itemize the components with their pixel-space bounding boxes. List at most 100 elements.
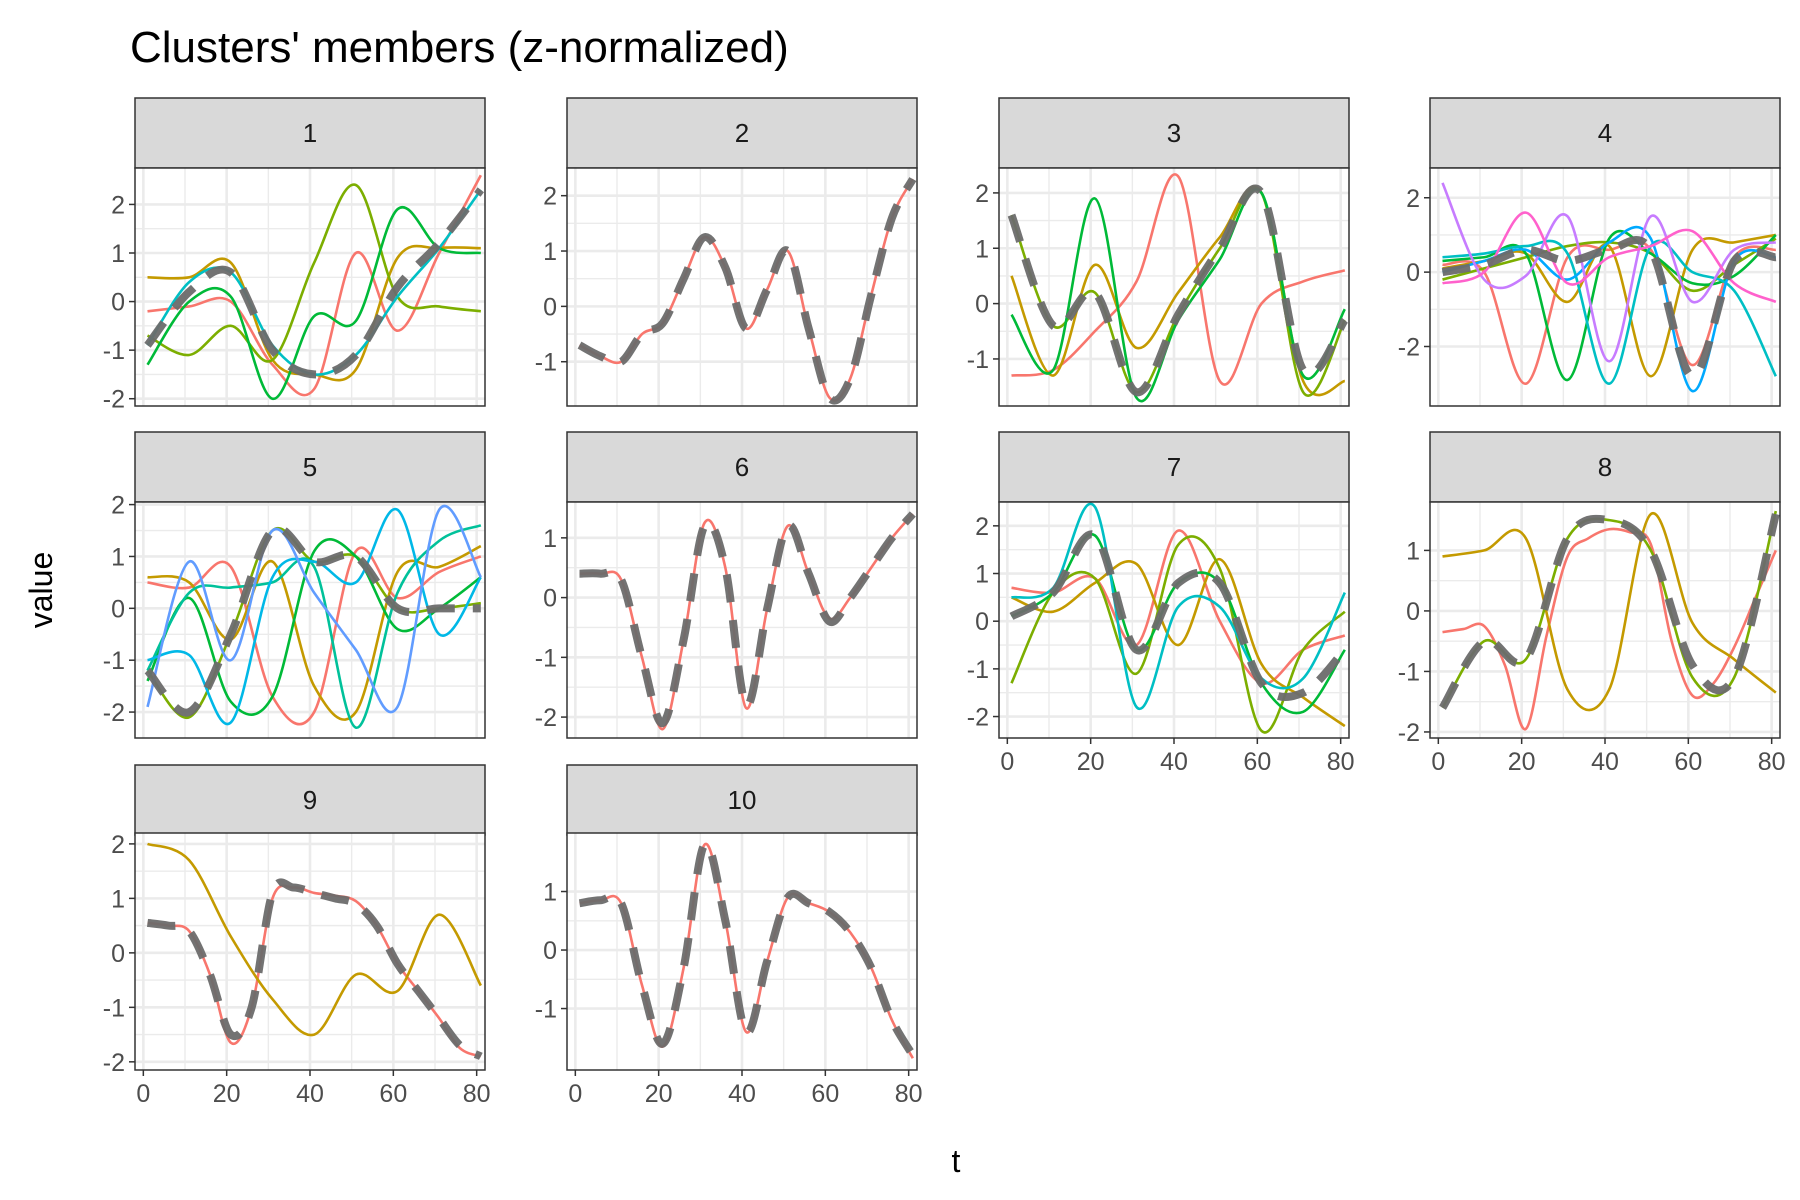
gridlines <box>999 168 1349 406</box>
series-line-3 <box>146 183 481 363</box>
y-tick-label: 1 <box>1406 537 1420 565</box>
y-tick-label: 2 <box>975 180 989 208</box>
centroid-line <box>146 878 483 1061</box>
series-group <box>1439 510 1780 731</box>
centroid-line <box>1439 513 1780 710</box>
centroid-line <box>1441 236 1777 381</box>
strip-label: 10 <box>728 785 757 815</box>
y-tick-label: -1 <box>967 346 989 374</box>
strip-background <box>1429 97 1781 169</box>
x-tick-label: 60 <box>379 1080 407 1108</box>
y-tick-label: -1 <box>103 647 125 675</box>
panel-border <box>1429 167 1781 407</box>
y-tick-label: 1 <box>111 885 125 913</box>
y-tick-label: -1 <box>103 337 125 365</box>
centroid-line <box>1009 530 1348 701</box>
y-tick-label: -1 <box>535 996 557 1024</box>
x-tick-label: 40 <box>728 1080 756 1108</box>
x-tick-label: 40 <box>1591 748 1619 776</box>
series-line-5 <box>1442 239 1777 385</box>
x-tick-label: 0 <box>1000 748 1014 776</box>
strip-label: 2 <box>735 118 749 148</box>
strip-label: 4 <box>1598 118 1612 148</box>
y-axis-title: value <box>23 552 59 629</box>
facet-panel-3: 3 -1 0 1 2 <box>967 97 1350 407</box>
series-group <box>578 840 917 1059</box>
x-tick-label: 60 <box>811 1080 839 1108</box>
y-tick-label: -1 <box>103 994 125 1022</box>
panel-border <box>566 167 918 407</box>
y-tick-label: -2 <box>103 386 125 414</box>
x-tick-label: 60 <box>1674 748 1702 776</box>
x-tick-label: 60 <box>1243 748 1271 776</box>
strip-background <box>998 97 1350 169</box>
x-tick-label: 80 <box>463 1080 491 1108</box>
facet-panel-6: 6 -2 -1 0 1 <box>535 431 918 739</box>
x-tick-label: 40 <box>1160 748 1188 776</box>
y-tick-label: -2 <box>1398 334 1420 362</box>
y-tick-label: 0 <box>111 289 125 317</box>
x-tick-label: 0 <box>136 1080 150 1108</box>
series-group <box>146 842 483 1061</box>
y-tick-label: 2 <box>111 191 125 219</box>
x-tick-label: 20 <box>645 1080 673 1108</box>
series-line-2 <box>1011 557 1346 728</box>
y-tick-label: 2 <box>111 831 125 859</box>
x-tick-label: 0 <box>1431 748 1445 776</box>
x-tick-label: 80 <box>895 1080 923 1108</box>
y-tick-label: 2 <box>975 513 989 541</box>
series-group <box>144 504 482 729</box>
series-line-7 <box>1441 182 1777 363</box>
y-tick-label: 0 <box>1406 259 1420 287</box>
y-tick-label: 0 <box>543 585 557 613</box>
facet-panel-1: 1 -2 -1 0 1 2 <box>103 97 486 414</box>
series-line-1 <box>1011 529 1346 685</box>
y-tick-label: 1 <box>111 543 125 571</box>
y-tick-label: -1 <box>535 349 557 377</box>
facet-panel-4: 4 -2 0 2 <box>1398 97 1781 407</box>
y-tick-label: 2 <box>111 492 125 520</box>
x-tick-label: 80 <box>1327 748 1355 776</box>
gridlines <box>135 833 485 1070</box>
centroid-line <box>578 840 917 1058</box>
y-tick-label: 2 <box>543 183 557 211</box>
panel-border <box>998 167 1350 407</box>
series-group <box>1009 502 1348 734</box>
series-group <box>1441 182 1777 393</box>
y-tick-label: 0 <box>111 595 125 623</box>
series-group <box>144 174 484 401</box>
y-tick-label: 1 <box>543 238 557 266</box>
y-tick-label: -1 <box>967 656 989 684</box>
series-line-1 <box>1442 527 1778 731</box>
y-tick-label: 1 <box>543 879 557 907</box>
y-tick-label: 0 <box>111 940 125 968</box>
strip-background <box>1429 431 1781 503</box>
panel-border <box>134 501 486 739</box>
y-tick-label: 1 <box>543 525 557 553</box>
series-group <box>579 511 916 731</box>
y-tick-label: 1 <box>975 561 989 589</box>
series-line-7 <box>146 504 482 714</box>
x-tick-label: 20 <box>1077 748 1105 776</box>
strip-background <box>566 97 918 169</box>
centroid-line <box>144 187 484 379</box>
strip-background <box>566 764 918 836</box>
series-line-5 <box>1011 502 1346 711</box>
y-tick-label: -2 <box>103 699 125 727</box>
y-tick-label: 2 <box>1406 185 1420 213</box>
x-tick-label: 80 <box>1758 748 1786 776</box>
y-tick-label: -2 <box>103 1049 125 1077</box>
x-axis-title: t <box>952 1143 961 1179</box>
series-line-8 <box>1442 211 1777 304</box>
facet-panels: 1-2-10122-10123-10124-2025-2-10126-2-101… <box>103 97 1786 1108</box>
strip-label: 6 <box>735 452 749 482</box>
panel-border <box>566 501 918 739</box>
y-tick-label: 0 <box>1406 598 1420 626</box>
panel-border <box>134 167 486 407</box>
y-tick-label: -2 <box>967 704 989 732</box>
x-tick-label: 0 <box>568 1080 582 1108</box>
